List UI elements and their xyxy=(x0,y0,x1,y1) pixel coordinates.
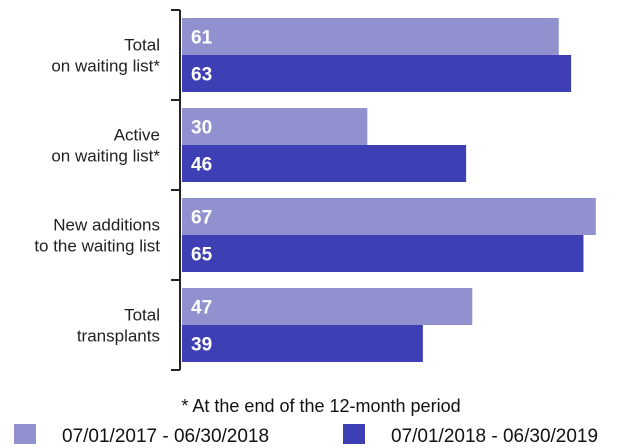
category-label: transplants xyxy=(77,327,160,346)
bars: 61 63 30 46 67 65 47 39 xyxy=(182,18,596,362)
legend: 07/01/2017 - 06/30/2018 07/01/2018 - 06/3… xyxy=(14,424,598,447)
legend-swatch xyxy=(343,424,365,444)
bar-value-label: 67 xyxy=(191,208,212,229)
bar-value-label: 47 xyxy=(191,298,212,319)
category-label: on waiting list* xyxy=(51,147,160,166)
bar-value-label: 39 xyxy=(191,335,212,356)
bar xyxy=(182,325,423,362)
legend-label: 07/01/2017 - 06/30/2018 xyxy=(62,426,269,447)
legend-swatch xyxy=(14,424,36,444)
axis xyxy=(171,9,181,371)
category-label: Total xyxy=(124,306,160,325)
category-labels: Total on waiting list* Active on waiting li… xyxy=(34,36,160,346)
bar-value-label: 65 xyxy=(191,245,213,266)
bar-value-label: 61 xyxy=(191,28,213,49)
bar xyxy=(182,198,596,235)
bar xyxy=(182,235,584,272)
category-label: New additions xyxy=(53,216,160,235)
bar-value-label: 46 xyxy=(191,155,212,176)
category-label: to the waiting list xyxy=(34,237,160,256)
bar xyxy=(182,18,559,55)
bar xyxy=(182,145,467,182)
bar xyxy=(182,108,368,145)
bar xyxy=(182,55,572,92)
legend-label: 07/01/2018 - 06/30/2019 xyxy=(391,426,598,447)
bar-value-label: 30 xyxy=(191,118,212,139)
category-label: on waiting list* xyxy=(51,57,160,76)
bar-value-label: 63 xyxy=(191,65,212,86)
footnote: * At the end of the 12-month period xyxy=(181,396,460,416)
category-label: Total xyxy=(124,36,160,55)
bar xyxy=(182,288,473,325)
category-label: Active xyxy=(114,126,160,145)
